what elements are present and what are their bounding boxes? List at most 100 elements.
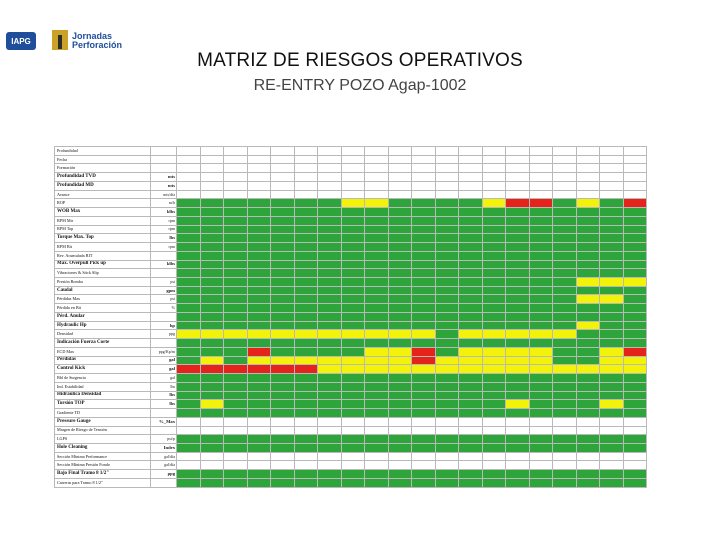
risk-cell — [411, 294, 436, 305]
risk-cell — [340, 172, 365, 182]
row-label: RPM Top — [54, 224, 151, 235]
risk-cell — [387, 329, 412, 340]
risk-cell — [622, 381, 647, 392]
risk-cell — [599, 329, 624, 340]
risk-cell — [340, 477, 365, 489]
risk-cell — [176, 242, 201, 252]
risk-cell — [387, 442, 412, 453]
row-unit — [150, 146, 177, 156]
risk-cell — [387, 277, 412, 287]
row-label: Profundidad — [54, 146, 151, 156]
risk-cell — [270, 163, 295, 174]
risk-cell — [293, 346, 318, 357]
risk-cell — [622, 320, 647, 331]
risk-cell — [223, 320, 248, 331]
risk-cell — [434, 215, 459, 226]
risk-cell — [552, 189, 577, 200]
risk-cell — [223, 172, 248, 182]
risk-cell — [434, 355, 459, 366]
risk-cell — [458, 329, 483, 340]
risk-cell — [599, 373, 624, 383]
risk-cell — [176, 285, 201, 296]
risk-cell — [364, 364, 389, 375]
matrix-row: Densidad ppg — [54, 329, 647, 340]
risk-cell — [340, 469, 365, 479]
risk-cell — [411, 338, 436, 348]
risk-cell — [199, 346, 224, 357]
risk-cell — [387, 294, 412, 305]
risk-cell — [458, 242, 483, 252]
risk-cell — [223, 242, 248, 252]
risk-cell — [340, 442, 365, 453]
risk-cell — [411, 434, 436, 444]
row-unit: %_Max — [150, 416, 177, 427]
risk-cell — [505, 364, 530, 375]
risk-cell — [364, 469, 389, 479]
risk-cell — [575, 285, 600, 296]
risk-cell — [246, 434, 271, 444]
risk-cell — [528, 469, 553, 479]
row-unit: klbs — [150, 207, 177, 217]
risk-cell — [411, 154, 436, 165]
risk-cell — [199, 373, 224, 383]
row-label: Densidad — [54, 329, 151, 340]
row-label: Rev. Acumulada BIT — [54, 250, 151, 261]
risk-cell — [270, 329, 295, 340]
risk-cell — [246, 146, 271, 156]
risk-cell — [505, 425, 530, 436]
risk-cell — [364, 373, 389, 383]
risk-cell — [223, 329, 248, 340]
risk-cell — [434, 338, 459, 348]
risk-cell — [505, 198, 530, 209]
risk-cell — [340, 198, 365, 209]
jornadas-logo: Jornadas Perforación — [52, 30, 122, 50]
matrix-row: ROP m/h — [54, 198, 647, 209]
risk-cell — [364, 425, 389, 436]
risk-cell — [434, 381, 459, 392]
risk-cell — [293, 303, 318, 313]
risk-cell — [575, 416, 600, 427]
risk-cell — [176, 399, 201, 410]
risk-cell — [246, 154, 271, 165]
risk-cell — [505, 338, 530, 348]
risk-cell — [622, 311, 647, 322]
risk-cell — [387, 477, 412, 489]
risk-cell — [599, 477, 624, 489]
risk-cell — [317, 224, 342, 235]
risk-cell — [176, 477, 201, 489]
risk-cell — [176, 408, 201, 418]
logos-svg: IAPG Jornadas Perforación — [6, 30, 122, 50]
risk-cell — [575, 233, 600, 244]
risk-cell — [505, 399, 530, 410]
risk-cell — [387, 364, 412, 375]
risk-cell — [622, 233, 647, 244]
risk-cell — [411, 250, 436, 261]
risk-cell — [505, 154, 530, 165]
risk-cell — [481, 355, 506, 366]
matrix-row: Bajo Final Tramo 8 1/2" ppg — [54, 469, 647, 479]
risk-cell — [458, 154, 483, 165]
risk-cell — [176, 277, 201, 287]
risk-cell — [552, 442, 577, 453]
row-unit: hp — [150, 320, 177, 331]
risk-cell — [364, 311, 389, 322]
risk-cell — [364, 198, 389, 209]
risk-cell — [246, 268, 271, 279]
risk-cell — [481, 146, 506, 156]
risk-cell — [575, 346, 600, 357]
risk-cell — [434, 207, 459, 217]
matrix-row: RPM Bit rpm — [54, 242, 647, 252]
matrix-row: RPM Top rpm — [54, 224, 647, 235]
risk-cell — [622, 399, 647, 410]
risk-cell — [340, 189, 365, 200]
row-label: Hidraulica Densidad — [54, 390, 151, 401]
risk-cell — [293, 242, 318, 252]
risk-cell — [411, 451, 436, 462]
risk-cell — [528, 146, 553, 156]
risk-cell — [176, 215, 201, 226]
risk-cell — [199, 416, 224, 427]
row-label: Perdidas — [54, 355, 151, 366]
risk-cell — [340, 320, 365, 331]
risk-cell — [199, 408, 224, 418]
risk-cell — [481, 399, 506, 410]
